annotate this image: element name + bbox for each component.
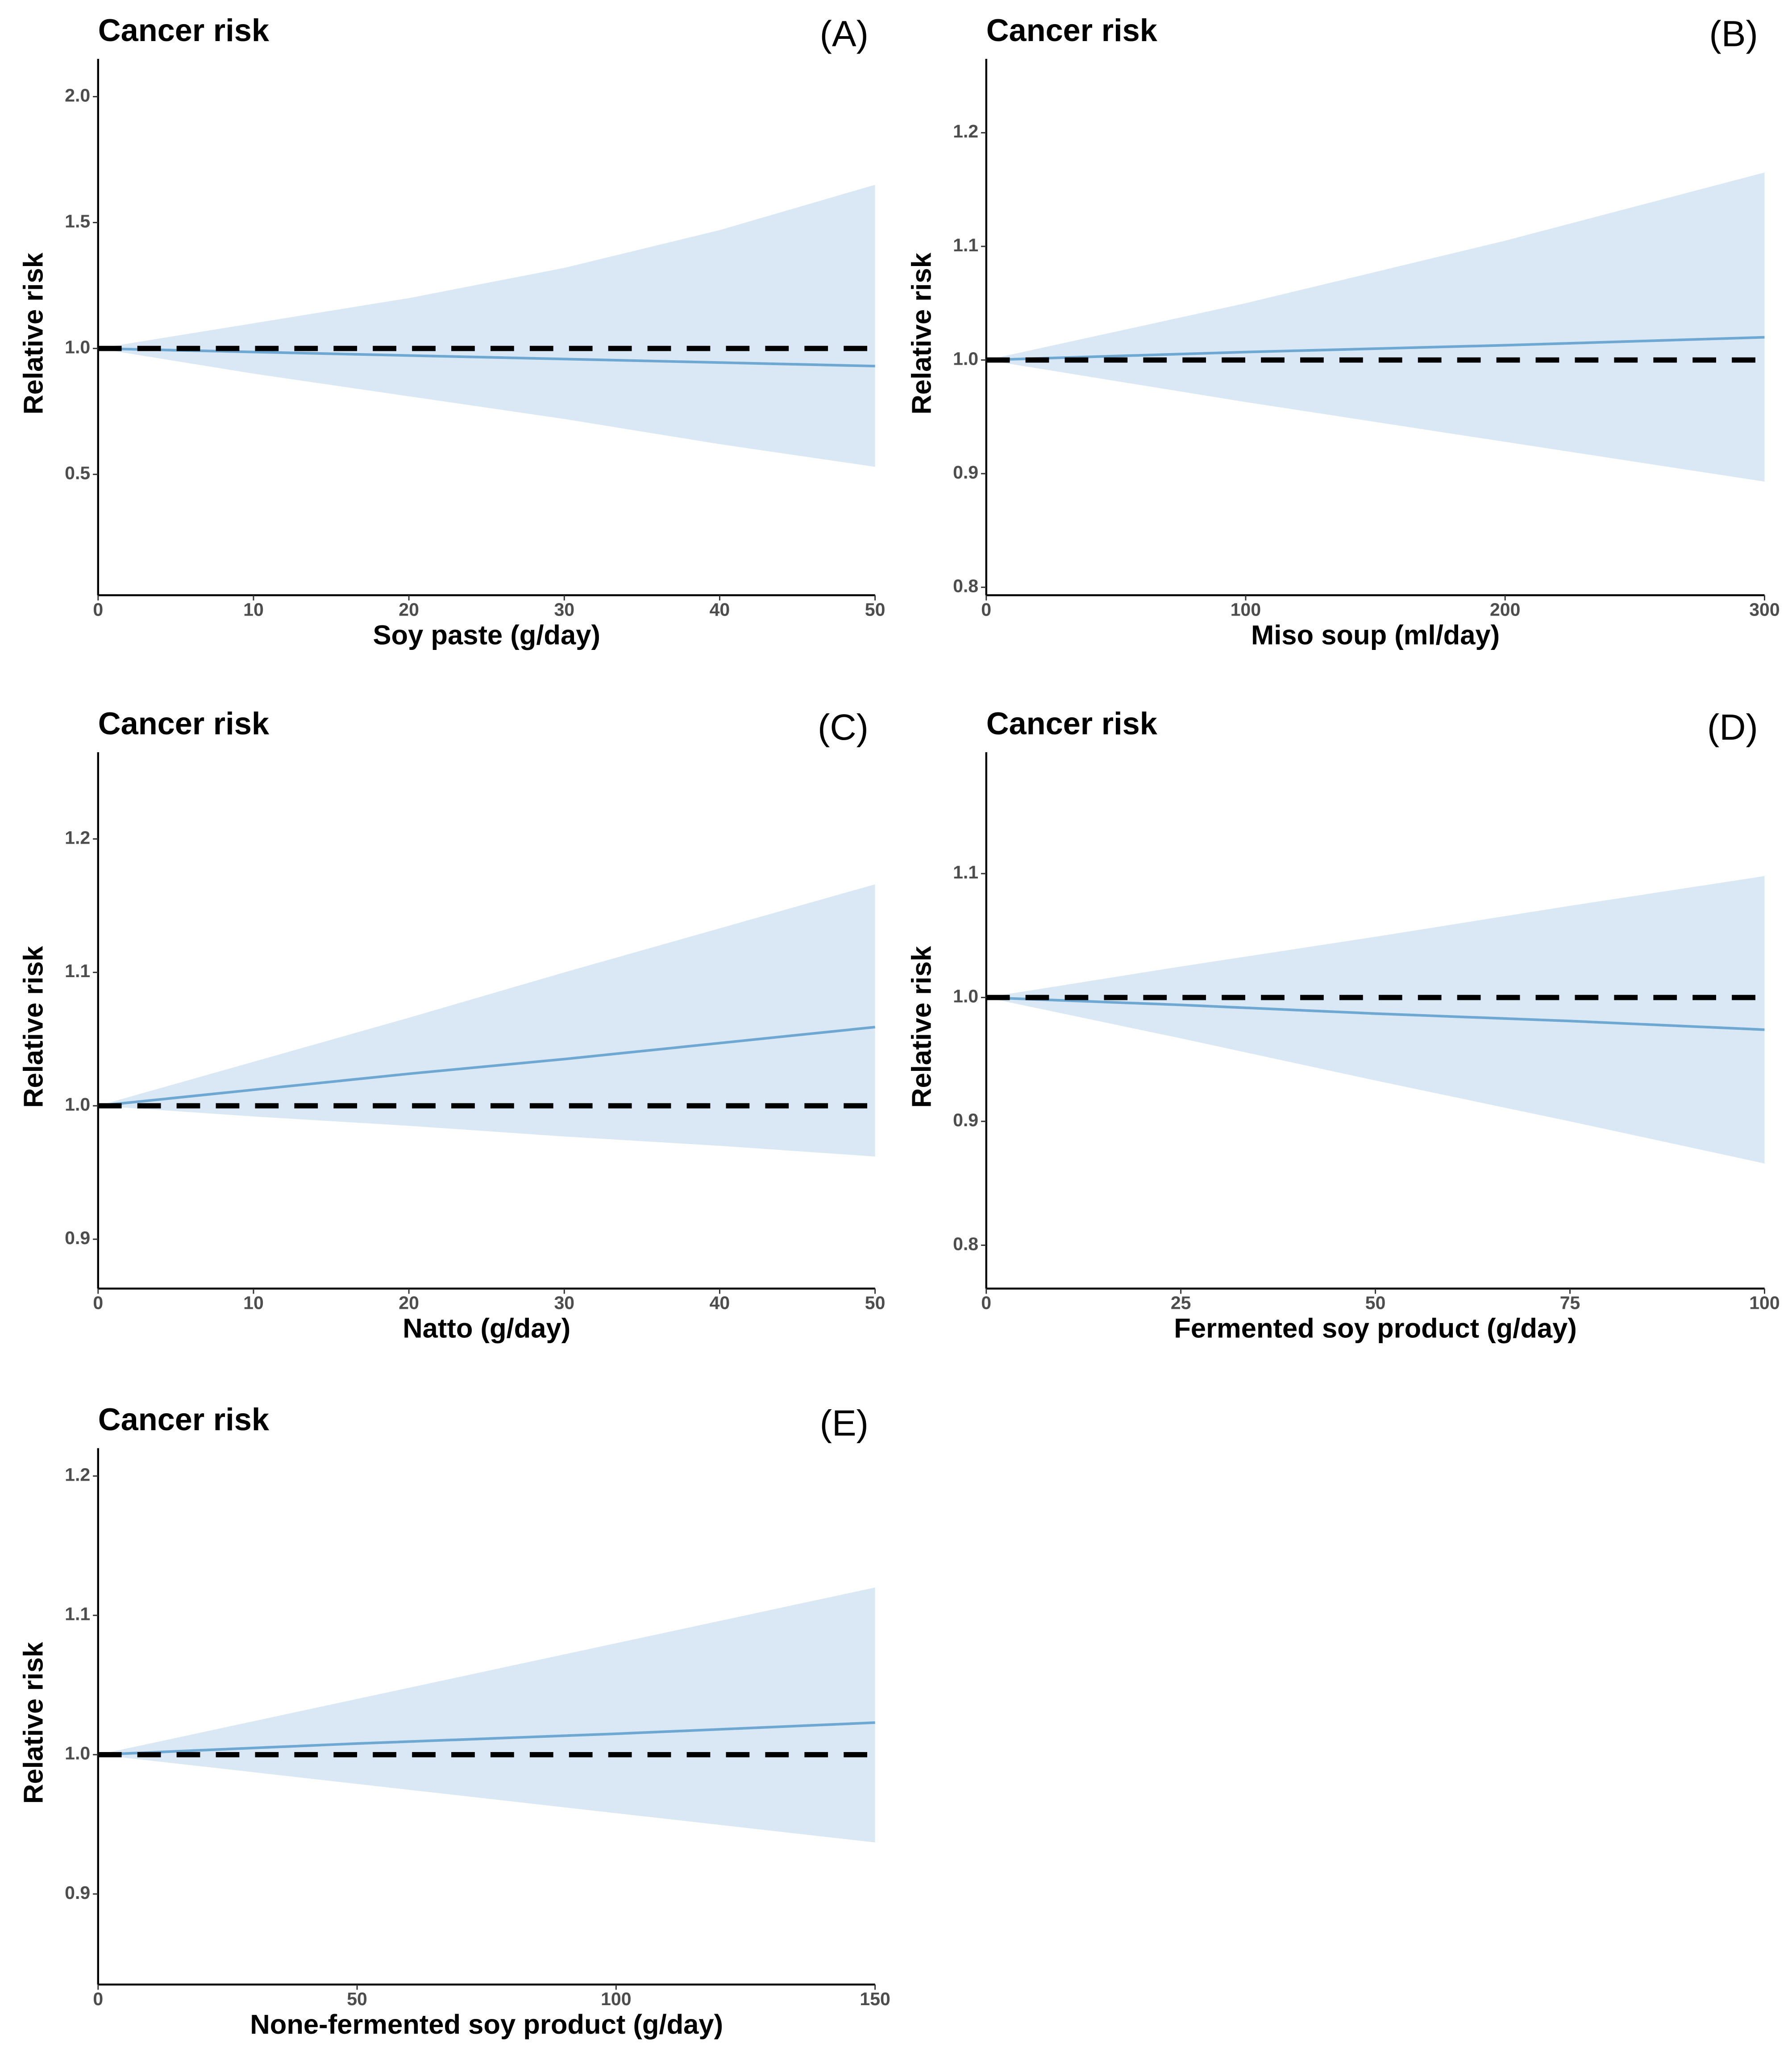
y-axis-label: Relative risk — [18, 946, 49, 1108]
x-tick-label: 0 — [93, 1293, 103, 1313]
x-axis-label: None-fermented soy product (g/day) — [250, 2009, 723, 2040]
confidence-band — [98, 184, 875, 467]
y-tick-label: 1.1 — [953, 862, 978, 882]
panel-label: (B) — [1709, 14, 1758, 54]
x-tick-label: 40 — [710, 599, 730, 620]
x-tick-label: 0 — [981, 1293, 991, 1313]
y-tick-label: 0.9 — [65, 1882, 90, 1903]
y-tick-label: 1.2 — [65, 1465, 90, 1485]
x-tick-label: 10 — [243, 599, 264, 620]
x-tick-label: 20 — [399, 599, 419, 620]
y-tick-label: 1.5 — [65, 211, 90, 231]
y-tick-label: 1.1 — [65, 961, 90, 981]
confidence-band — [98, 884, 875, 1157]
y-tick-label: 0.8 — [953, 575, 978, 596]
estimate-line — [98, 1721, 875, 1756]
x-axis-label: Miso soup (ml/day) — [1251, 620, 1500, 651]
y-tick-label: 1.0 — [65, 1094, 90, 1115]
chart-title: Cancer risk — [98, 12, 270, 48]
y-tick-label: 2.0 — [65, 85, 90, 105]
y-tick-label: 0.5 — [65, 463, 90, 483]
y-axis-label: Relative risk — [18, 252, 49, 414]
y-axis-label: Relative risk — [906, 252, 937, 414]
x-tick-label: 100 — [1749, 1293, 1780, 1313]
estimate-line — [986, 336, 1765, 362]
chart-title: Cancer risk — [986, 706, 1158, 741]
x-tick-label: 0 — [981, 599, 991, 620]
x-tick-label: 50 — [347, 1989, 367, 2009]
y-tick-label: 0.8 — [953, 1233, 978, 1254]
x-tick-label: 20 — [399, 1293, 419, 1313]
x-tick-label: 50 — [865, 1293, 886, 1313]
y-tick-label: 1.2 — [953, 121, 978, 142]
x-tick-label: 25 — [1171, 1293, 1191, 1313]
panel-label: (D) — [1707, 707, 1758, 748]
x-tick-label: 50 — [865, 599, 886, 620]
panel-label: (E) — [820, 1403, 869, 1444]
panel-label: (A) — [820, 14, 869, 54]
y-tick-label: 0.9 — [953, 462, 978, 483]
x-tick-label: 100 — [601, 1989, 631, 2009]
x-axis-label: Soy paste (g/day) — [373, 620, 600, 651]
estimate-line — [98, 1025, 875, 1107]
x-tick-label: 200 — [1490, 599, 1520, 620]
x-tick-label: 10 — [243, 1293, 264, 1313]
x-tick-label: 75 — [1560, 1293, 1580, 1313]
y-tick-label: 1.0 — [953, 348, 978, 369]
x-axis-label: Natto (g/day) — [403, 1313, 570, 1344]
y-tick-label: 1.0 — [65, 1743, 90, 1764]
x-tick-label: 0 — [93, 1989, 103, 2009]
x-tick-label: 300 — [1749, 599, 1780, 620]
x-tick-label: 0 — [93, 599, 103, 620]
chart-title: Cancer risk — [986, 12, 1158, 48]
x-tick-label: 100 — [1231, 599, 1261, 620]
y-tick-label: 1.2 — [65, 827, 90, 848]
y-tick-label: 1.1 — [953, 235, 978, 255]
x-tick-label: 40 — [710, 1293, 730, 1313]
y-tick-label: 0.9 — [953, 1110, 978, 1130]
y-axis-label: Relative risk — [906, 946, 937, 1108]
estimate-line — [98, 347, 875, 368]
confidence-band — [986, 172, 1765, 482]
x-tick-label: 50 — [1365, 1293, 1386, 1313]
x-tick-label: 30 — [554, 1293, 574, 1313]
x-tick-label: 30 — [554, 599, 574, 620]
y-tick-label: 1.0 — [953, 986, 978, 1006]
confidence-band — [986, 876, 1765, 1164]
chart-title: Cancer risk — [98, 706, 270, 741]
x-axis-label: Fermented soy product (g/day) — [1174, 1313, 1577, 1344]
chart-title: Cancer risk — [98, 1402, 270, 1437]
y-axis-label: Relative risk — [18, 1642, 49, 1804]
estimate-line — [986, 996, 1765, 1031]
y-tick-label: 0.9 — [65, 1228, 90, 1248]
x-tick-label: 150 — [860, 1989, 890, 2009]
y-tick-label: 1.0 — [65, 337, 90, 357]
confidence-band — [98, 1587, 875, 1843]
y-tick-label: 1.1 — [65, 1604, 90, 1624]
panel-label: (C) — [818, 707, 869, 748]
